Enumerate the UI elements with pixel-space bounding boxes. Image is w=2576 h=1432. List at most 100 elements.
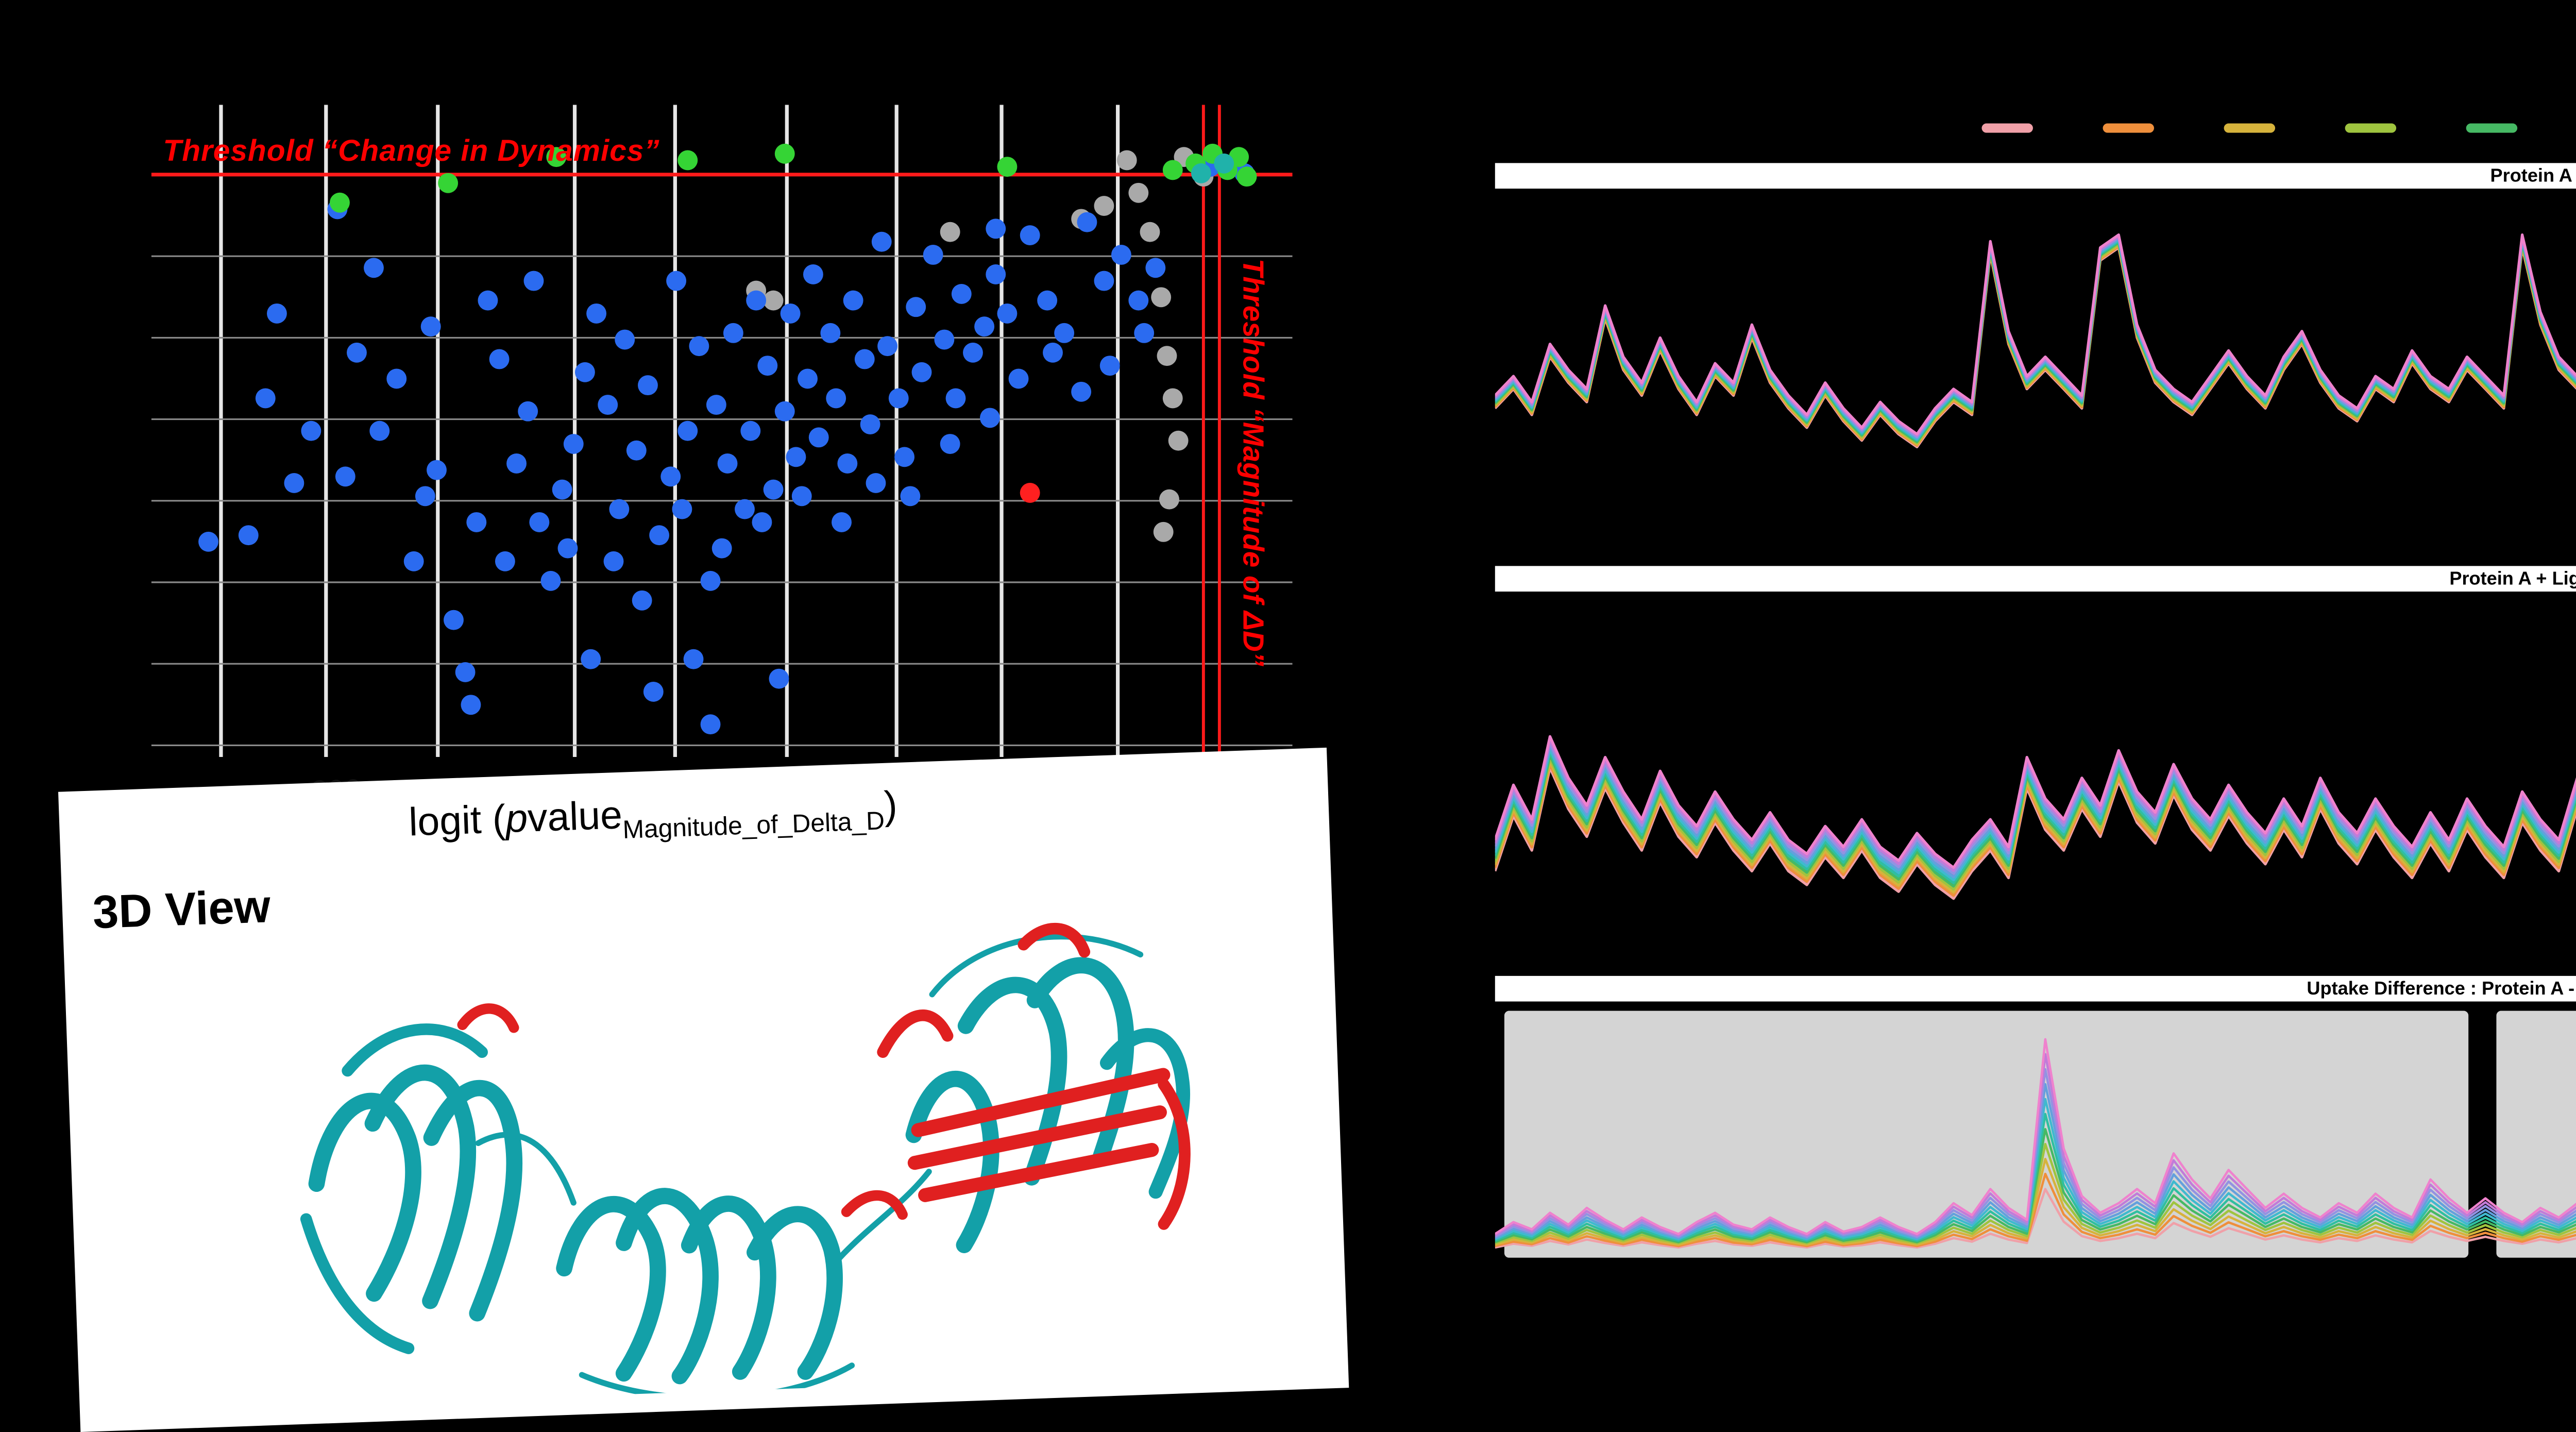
uptake-trace[interactable]	[1495, 237, 2576, 440]
legend-timepoint-swatch[interactable]	[2345, 123, 2397, 133]
volcano-point-magnitude-only-gray[interactable]	[1116, 150, 1137, 171]
volcano-point-non-significant-blue[interactable]	[466, 512, 487, 532]
protein-structure[interactable]	[180, 894, 1290, 1409]
volcano-point-non-significant-blue[interactable]	[906, 297, 926, 317]
volcano-point-non-significant-blue[interactable]	[1020, 225, 1040, 245]
volcano-point-non-significant-blue[interactable]	[660, 466, 681, 487]
volcano-point-non-significant-blue[interactable]	[740, 420, 761, 441]
volcano-point-magnitude-only-gray[interactable]	[1128, 182, 1149, 203]
volcano-point-non-significant-blue[interactable]	[1071, 381, 1092, 402]
volcano-point-non-significant-blue[interactable]	[735, 499, 755, 519]
volcano-point-non-significant-blue[interactable]	[1043, 342, 1063, 363]
volcano-point-non-significant-blue[interactable]	[1008, 368, 1029, 389]
uptake-chart-svg[interactable]	[1495, 1002, 2576, 1267]
volcano-point-non-significant-blue[interactable]	[923, 245, 943, 265]
volcano-point-non-significant-blue[interactable]	[615, 329, 635, 350]
volcano-point-non-significant-blue[interactable]	[940, 434, 960, 454]
volcano-point-non-significant-blue[interactable]	[746, 290, 767, 311]
volcano-point-non-significant-blue[interactable]	[786, 447, 806, 467]
uptake-trace[interactable]	[1495, 642, 2576, 882]
volcano-point-non-significant-blue[interactable]	[198, 531, 218, 552]
volcano-point-non-significant-blue[interactable]	[369, 420, 390, 441]
uptake-difference-chart[interactable]	[1495, 1001, 2576, 1267]
uptake-chart-protein-a[interactable]	[1495, 189, 2576, 538]
volcano-point-non-significant-blue[interactable]	[1099, 356, 1120, 376]
volcano-point-cluster-teal[interactable]	[1214, 153, 1234, 174]
volcano-point-significant-dynamics-green[interactable]	[438, 173, 459, 193]
volcano-point-non-significant-blue[interactable]	[347, 342, 367, 363]
volcano-point-non-significant-blue[interactable]	[769, 668, 789, 689]
uptake-trace[interactable]	[1495, 233, 2576, 436]
volcano-point-non-significant-blue[interactable]	[489, 349, 510, 369]
volcano-point-non-significant-blue[interactable]	[581, 649, 601, 669]
volcano-point-non-significant-blue[interactable]	[911, 362, 932, 382]
volcano-point-magnitude-only-gray[interactable]	[1157, 346, 1177, 366]
volcano-point-non-significant-blue[interactable]	[255, 388, 276, 409]
uptake-trace[interactable]	[1495, 1068, 2576, 1247]
volcano-point-non-significant-blue[interactable]	[689, 336, 709, 357]
volcano-point-magnitude-only-gray[interactable]	[1151, 287, 1172, 308]
legend-timepoint-swatch[interactable]	[1981, 123, 2033, 133]
volcano-point-non-significant-blue[interactable]	[1145, 258, 1166, 278]
volcano-point-non-significant-blue[interactable]	[478, 290, 498, 311]
volcano-point-non-significant-blue[interactable]	[986, 218, 1006, 239]
volcano-point-significant-dynamics-green[interactable]	[1236, 166, 1257, 187]
uptake-trace[interactable]	[1495, 1142, 2576, 1249]
uptake-chart-svg[interactable]	[1495, 592, 2576, 964]
uptake-trace[interactable]	[1495, 1053, 2576, 1246]
volcano-point-magnitude-only-gray[interactable]	[1168, 430, 1189, 451]
volcano-point-non-significant-blue[interactable]	[752, 512, 772, 532]
volcano-point-magnitude-only-gray[interactable]	[940, 222, 960, 242]
volcano-point-non-significant-blue[interactable]	[683, 649, 704, 669]
uptake-trace[interactable]	[1495, 666, 2576, 897]
volcano-point-non-significant-blue[interactable]	[997, 303, 1018, 324]
uptake-trace[interactable]	[1495, 632, 2576, 875]
uptake-trace[interactable]	[1495, 240, 2576, 442]
volcano-point-non-significant-blue[interactable]	[609, 499, 630, 519]
volcano-point-non-significant-blue[interactable]	[386, 368, 407, 389]
uptake-trace[interactable]	[1495, 1172, 2576, 1251]
volcano-point-non-significant-blue[interactable]	[1054, 323, 1075, 343]
volcano-point-non-significant-blue[interactable]	[1077, 212, 1097, 232]
volcano-svg[interactable]	[151, 105, 1293, 757]
volcano-point-magnitude-only-gray[interactable]	[1159, 489, 1179, 510]
uptake-trace[interactable]	[1495, 1083, 2576, 1248]
volcano-point-non-significant-blue[interactable]	[672, 499, 692, 519]
volcano-point-non-significant-blue[interactable]	[529, 512, 550, 532]
volcano-point-non-significant-blue[interactable]	[455, 662, 476, 682]
volcano-point-significant-dynamics-green[interactable]	[1162, 160, 1183, 180]
volcano-point-non-significant-blue[interactable]	[626, 440, 647, 461]
volcano-point-non-significant-blue[interactable]	[854, 349, 875, 369]
volcano-point-non-significant-blue[interactable]	[1094, 271, 1114, 291]
volcano-point-non-significant-blue[interactable]	[832, 512, 852, 532]
volcano-point-significant-dynamics-green[interactable]	[774, 143, 795, 164]
legend-timepoint-swatch[interactable]	[2224, 123, 2276, 133]
volcano-point-magnitude-only-gray[interactable]	[1140, 222, 1160, 242]
volcano-point-non-significant-blue[interactable]	[900, 486, 921, 507]
volcano-point-non-significant-blue[interactable]	[574, 362, 595, 382]
uptake-trace[interactable]	[1495, 234, 2576, 437]
volcano-point-non-significant-blue[interactable]	[877, 336, 898, 357]
volcano-point-non-significant-blue[interactable]	[238, 525, 259, 546]
volcano-point-non-significant-blue[interactable]	[951, 283, 972, 304]
volcano-point-cluster-teal[interactable]	[1191, 163, 1211, 183]
volcano-point-non-significant-blue[interactable]	[266, 303, 287, 324]
volcano-point-significant-dynamics-green[interactable]	[330, 192, 350, 213]
volcano-point-magnitude-only-gray[interactable]	[1094, 196, 1114, 216]
volcano-point-non-significant-blue[interactable]	[798, 368, 818, 389]
volcano-point-non-significant-blue[interactable]	[774, 401, 795, 422]
volcano-point-significant-dynamics-green[interactable]	[997, 157, 1018, 177]
volcano-point-significant-both-red[interactable]	[1020, 482, 1040, 503]
volcano-point-non-significant-blue[interactable]	[934, 329, 955, 350]
volcano-point-non-significant-blue[interactable]	[598, 395, 618, 415]
uptake-trace[interactable]	[1495, 1038, 2576, 1246]
volcano-point-non-significant-blue[interactable]	[837, 453, 858, 474]
uptake-trace[interactable]	[1495, 1098, 2576, 1248]
uptake-trace[interactable]	[1495, 1113, 2576, 1249]
volcano-point-non-significant-blue[interactable]	[963, 342, 983, 363]
uptake-trace[interactable]	[1495, 652, 2576, 888]
volcano-point-non-significant-blue[interactable]	[700, 714, 721, 735]
volcano-point-non-significant-blue[interactable]	[803, 264, 823, 284]
volcano-point-non-significant-blue[interactable]	[518, 401, 538, 422]
volcano-point-non-significant-blue[interactable]	[986, 264, 1006, 284]
